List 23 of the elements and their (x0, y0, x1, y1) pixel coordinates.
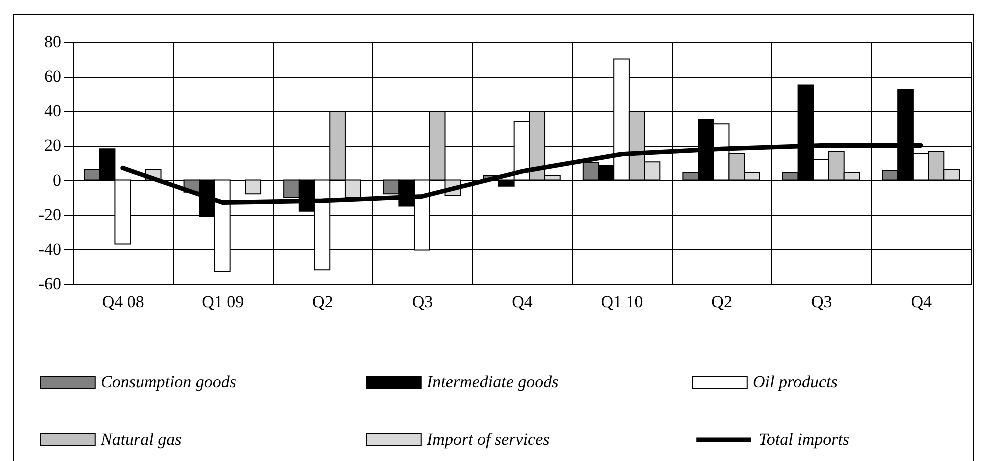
x-tick-label: Q4 08 (102, 292, 144, 312)
x-tick-label: Q2 (312, 292, 334, 312)
x-tick-label: Q3 (811, 292, 832, 312)
legend-label: Natural gas (100, 430, 182, 449)
x-tick-label: Q4 (512, 292, 534, 312)
y-tick-label: 0 (53, 170, 62, 190)
legend-label: Import of services (426, 430, 550, 449)
y-tick-label: 60 (44, 67, 62, 86)
legend-label: Consumption goods (101, 372, 237, 392)
y-tick-label: -20 (38, 205, 62, 224)
y-tick-label: 20 (44, 136, 62, 156)
y-tick-label: 40 (44, 102, 62, 121)
x-tick-label: Q2 (712, 292, 732, 312)
legend-label: Total imports (759, 430, 850, 449)
y-tick-label: -60 (38, 274, 62, 294)
legend-label: Oil products (753, 372, 838, 392)
y-tick-label: -40 (38, 240, 62, 259)
x-tick-label: Q1 10 (601, 292, 644, 312)
x-tick-label: Q1 09 (202, 292, 244, 312)
x-tick-label: Q3 (412, 292, 434, 312)
y-tick-label: 80 (44, 32, 62, 52)
legend-label: Intermediate goods (426, 372, 560, 392)
x-tick-label: Q4 (911, 292, 932, 312)
